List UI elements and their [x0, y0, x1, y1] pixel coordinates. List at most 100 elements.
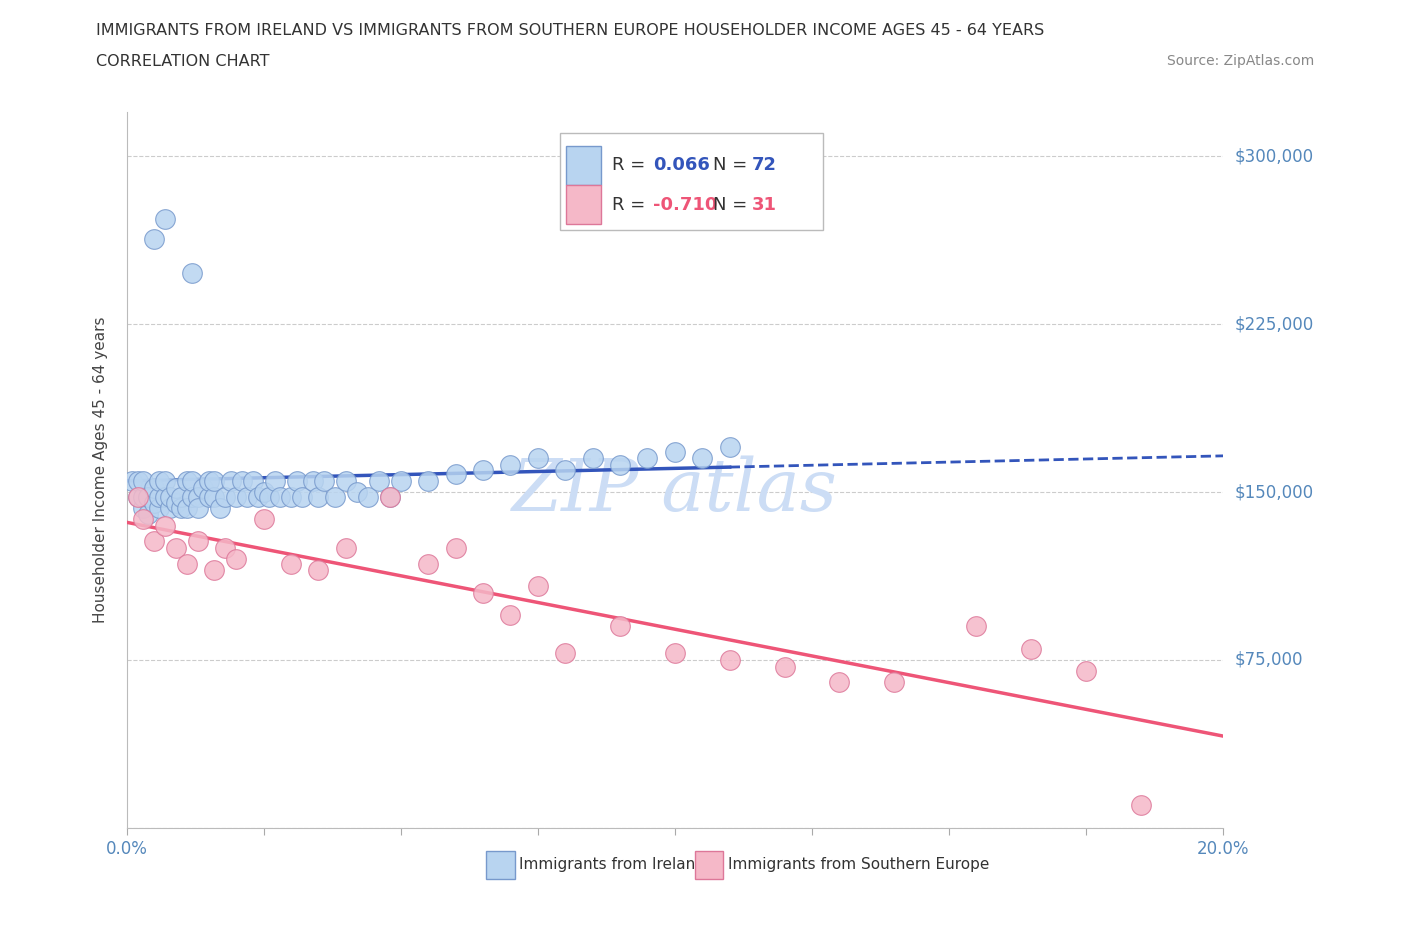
Text: 31: 31 — [752, 195, 776, 214]
Point — [159, 500, 181, 515]
FancyBboxPatch shape — [695, 851, 723, 879]
Point — [253, 512, 276, 526]
Point — [718, 653, 741, 668]
Point — [153, 473, 176, 488]
Point — [132, 500, 155, 515]
Point — [214, 540, 236, 555]
Point — [692, 451, 714, 466]
Text: Immigrants from Ireland: Immigrants from Ireland — [519, 857, 706, 872]
Point — [181, 489, 204, 504]
Point — [636, 451, 658, 466]
Point — [148, 500, 170, 515]
Point — [127, 473, 149, 488]
Point — [302, 473, 325, 488]
Point — [159, 489, 181, 504]
Point — [335, 540, 357, 555]
Point — [148, 473, 170, 488]
Point — [527, 451, 550, 466]
Point — [472, 585, 495, 600]
Point — [335, 473, 357, 488]
Point — [253, 485, 276, 499]
Text: CORRELATION CHART: CORRELATION CHART — [96, 54, 269, 69]
Point — [127, 489, 149, 504]
Text: 0.066: 0.066 — [652, 156, 710, 174]
Point — [236, 489, 259, 504]
Text: Source: ZipAtlas.com: Source: ZipAtlas.com — [1167, 54, 1315, 68]
Point — [225, 489, 247, 504]
Point — [664, 445, 686, 459]
Point — [378, 489, 401, 504]
Point — [664, 645, 686, 660]
FancyBboxPatch shape — [560, 133, 823, 230]
Point — [138, 507, 160, 522]
Text: $300,000: $300,000 — [1234, 147, 1313, 166]
Point — [291, 489, 314, 504]
Point — [1021, 642, 1043, 657]
Point — [143, 480, 166, 495]
Text: Immigrants from Southern Europe: Immigrants from Southern Europe — [727, 857, 988, 872]
Point — [582, 451, 605, 466]
Point — [132, 473, 155, 488]
Text: $150,000: $150,000 — [1234, 483, 1313, 501]
Point — [367, 473, 389, 488]
Point — [148, 489, 170, 504]
Point — [153, 489, 176, 504]
Point — [883, 675, 905, 690]
Point — [554, 462, 576, 477]
Point — [165, 480, 187, 495]
Point — [121, 473, 143, 488]
Point — [202, 489, 225, 504]
Point — [231, 473, 253, 488]
Point — [346, 485, 368, 499]
Point — [966, 618, 988, 633]
Point — [444, 467, 467, 482]
Point — [176, 473, 198, 488]
Point — [181, 265, 204, 280]
Text: ZIP atlas: ZIP atlas — [512, 456, 838, 526]
Point — [499, 458, 522, 472]
Point — [312, 473, 335, 488]
Point — [202, 473, 225, 488]
Point — [472, 462, 495, 477]
Text: R =: R = — [613, 156, 645, 174]
Point — [527, 578, 550, 593]
Point — [176, 556, 198, 571]
Point — [554, 645, 576, 660]
Point — [165, 540, 187, 555]
Point — [127, 489, 149, 504]
Point — [208, 500, 231, 515]
Point — [389, 473, 412, 488]
Point — [263, 473, 285, 488]
Point — [247, 489, 270, 504]
Point — [773, 659, 796, 674]
FancyBboxPatch shape — [567, 146, 602, 185]
FancyBboxPatch shape — [567, 185, 602, 224]
Point — [197, 473, 219, 488]
Text: 72: 72 — [752, 156, 776, 174]
Point — [193, 480, 215, 495]
Point — [138, 489, 160, 504]
Point — [132, 512, 155, 526]
Point — [280, 556, 302, 571]
Point — [418, 473, 440, 488]
Point — [219, 473, 242, 488]
Point — [181, 473, 204, 488]
Point — [418, 556, 440, 571]
Point — [308, 489, 330, 504]
Text: $225,000: $225,000 — [1234, 315, 1313, 333]
Point — [165, 496, 187, 511]
Point — [499, 607, 522, 622]
Y-axis label: Householder Income Ages 45 - 64 years: Householder Income Ages 45 - 64 years — [93, 316, 108, 623]
Text: R =: R = — [613, 195, 645, 214]
Point — [187, 500, 209, 515]
Point — [357, 489, 380, 504]
Point — [280, 489, 302, 504]
Point — [153, 212, 176, 227]
Point — [170, 500, 193, 515]
Point — [197, 489, 219, 504]
Point — [285, 473, 308, 488]
FancyBboxPatch shape — [486, 851, 515, 879]
Point — [214, 489, 236, 504]
Point — [187, 489, 209, 504]
Point — [132, 489, 155, 504]
